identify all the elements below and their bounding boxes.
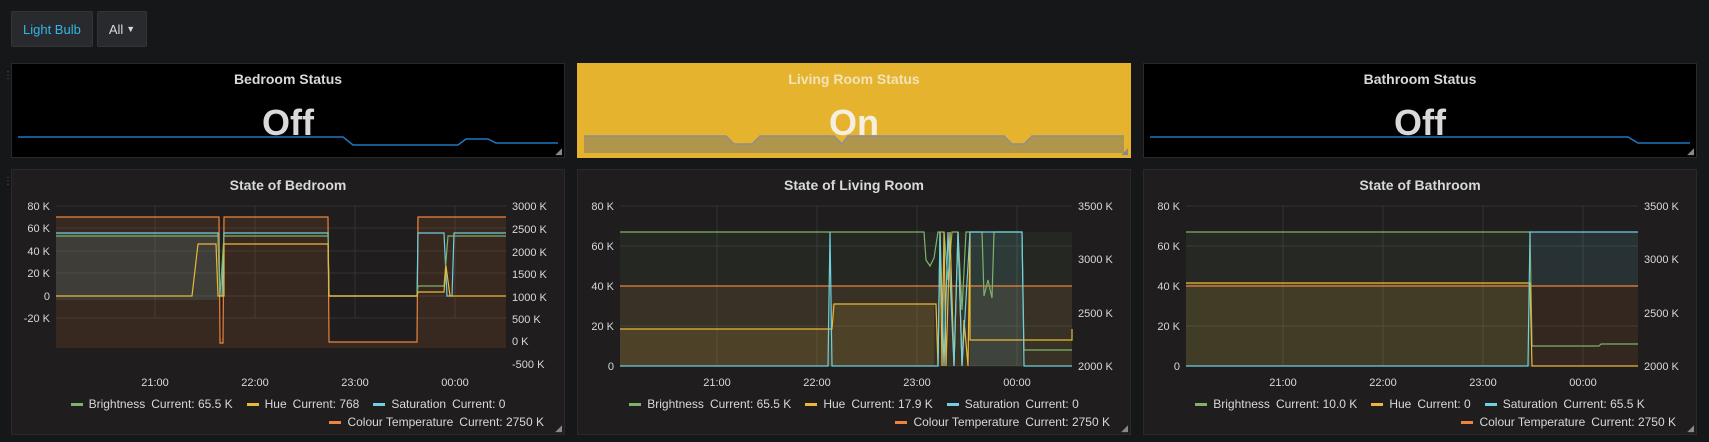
- legend-item-colour-temperature[interactable]: Colour Temperature Current: 2750 K: [1461, 413, 1676, 431]
- y-right-tick: 3500 K: [1078, 201, 1114, 213]
- stat-panel-bedroom[interactable]: ⋮ Bedroom Status Off ◢: [3, 63, 565, 158]
- y-right-tick: 1000 K: [512, 292, 548, 304]
- y-left-tick: 60 K: [591, 241, 614, 253]
- y-left-tick: 80 K: [1157, 201, 1180, 213]
- stat-panel-living-room[interactable]: Living Room Status On ◢: [577, 63, 1131, 158]
- grid-lines: [56, 205, 506, 319]
- sparkline: [1150, 136, 1690, 144]
- legend-item-saturation[interactable]: Saturation Current: 0: [373, 395, 505, 413]
- x-tick: 00:00: [1569, 377, 1597, 389]
- x-tick: 22:00: [1369, 377, 1397, 389]
- panel-title[interactable]: Bedroom Status: [233, 71, 343, 87]
- sparkline: [584, 135, 1124, 153]
- x-tick: 00:00: [441, 377, 469, 389]
- x-tick: 22:00: [241, 377, 269, 389]
- legend-item-brightness[interactable]: Brightness Current: 10.0 K: [1195, 395, 1357, 413]
- panel-title[interactable]: State of Bathroom: [1359, 177, 1481, 193]
- resize-handle-icon[interactable]: ◢: [1687, 423, 1694, 433]
- y-left-tick: 20 K: [27, 268, 50, 280]
- y-left-tick: 80 K: [27, 201, 50, 213]
- y-right-tick: 2000 K: [1078, 361, 1114, 373]
- x-tick: 23:00: [341, 377, 369, 389]
- x-tick: 21:00: [703, 377, 731, 389]
- panel-title[interactable]: State of Living Room: [784, 177, 924, 193]
- y-right-tick: 3000 K: [1644, 254, 1680, 266]
- y-left-tick: 60 K: [1157, 241, 1180, 253]
- legend-item-brightness[interactable]: Brightness Current: 65.5 K: [70, 395, 233, 413]
- legend-item-hue[interactable]: Hue Current: 0: [1371, 395, 1471, 413]
- graph-panel-living-room[interactable]: State of Living Room 80 K 60 K 40 K 20 K…: [577, 169, 1131, 435]
- y-left-tick: 20 K: [1157, 321, 1180, 333]
- y-right-tick: 2500 K: [1078, 308, 1114, 320]
- y-right-tick: 1500 K: [512, 269, 548, 281]
- x-tick: 23:00: [903, 377, 931, 389]
- drag-handle-icon[interactable]: ⋮: [3, 176, 13, 187]
- y-right-tick: 0 K: [512, 336, 529, 348]
- y-left-tick: 20 K: [591, 321, 614, 333]
- variable-bar: Light Bulb All ▼: [11, 11, 148, 47]
- y-right-tick: 2500 K: [512, 224, 548, 236]
- y-left-tick: -20 K: [24, 313, 51, 325]
- x-tick: 23:00: [1469, 377, 1497, 389]
- graph-plot[interactable]: 80 K 60 K 40 K 20 K 0 -20 K 3000 K 2500 …: [12, 170, 564, 395]
- y-right-tick: 3500 K: [1644, 201, 1680, 213]
- legend: Brightness Current: 65.5 K Hue Current: 76…: [12, 395, 564, 431]
- resize-handle-icon[interactable]: ◢: [1687, 146, 1694, 156]
- y-right-tick: 3000 K: [1078, 254, 1114, 266]
- resize-handle-icon[interactable]: ◢: [1121, 146, 1128, 156]
- y-right-tick: 3000 K: [512, 201, 548, 213]
- y-left-tick: 40 K: [27, 246, 50, 258]
- stat-value: Off: [262, 102, 314, 143]
- y-right-tick: 2000 K: [512, 247, 548, 259]
- y-left-tick: 40 K: [591, 281, 614, 293]
- y-left-tick: 40 K: [1157, 281, 1180, 293]
- legend-item-hue[interactable]: Hue Current: 768: [246, 395, 359, 413]
- stat-value: Off: [1394, 102, 1446, 143]
- graph-panel-bathroom[interactable]: State of Bathroom 80 K 60 K 40 K 20 K 0 …: [1143, 169, 1697, 435]
- legend: Brightness Current: 65.5 K Hue Current: 17…: [578, 395, 1130, 431]
- variable-value: All: [108, 21, 124, 37]
- sparkline: [18, 136, 558, 146]
- y-right-tick: 2000 K: [1644, 361, 1680, 373]
- variable-value-dropdown[interactable]: All ▼: [96, 11, 148, 47]
- panel-title[interactable]: Bathroom Status: [1363, 71, 1477, 87]
- graph-panel-bedroom[interactable]: ⋮ State of Bedroom 80 K 60 K 40 K 20 K 0…: [3, 169, 565, 435]
- y-left-tick: 0: [608, 361, 614, 373]
- resize-handle-icon[interactable]: ◢: [555, 423, 562, 433]
- y-right-tick: -500 K: [512, 359, 545, 371]
- graph-plot[interactable]: 80 K 60 K 40 K 20 K 0 3500 K 3000 K 2500…: [1144, 170, 1696, 395]
- x-tick: 21:00: [1269, 377, 1297, 389]
- panel-title[interactable]: Living Room Status: [788, 71, 920, 87]
- legend: Brightness Current: 10.0 K Hue Current: 0 …: [1144, 395, 1696, 431]
- y-right-tick: 2500 K: [1644, 308, 1680, 320]
- drag-handle-icon[interactable]: ⋮: [3, 70, 13, 81]
- y-right-tick: 500 K: [512, 314, 541, 326]
- y-left-tick: 0: [1174, 361, 1180, 373]
- resize-handle-icon[interactable]: ◢: [1121, 423, 1128, 433]
- legend-item-saturation[interactable]: Saturation Current: 0: [946, 395, 1079, 413]
- legend-item-brightness[interactable]: Brightness Current: 65.5 K: [629, 395, 791, 413]
- stat-panel-bathroom[interactable]: Bathroom Status Off ◢: [1143, 63, 1697, 158]
- y-left-tick: 0: [44, 291, 50, 303]
- graph-plot[interactable]: 80 K 60 K 40 K 20 K 0 3500 K 3000 K 2500…: [578, 170, 1130, 395]
- caret-down-icon: ▼: [126, 24, 136, 34]
- y-left-tick: 80 K: [591, 201, 614, 213]
- legend-item-saturation[interactable]: Saturation Current: 65.5 K: [1484, 395, 1645, 413]
- x-tick: 21:00: [141, 377, 169, 389]
- legend-item-colour-temperature[interactable]: Colour Temperature Current: 2750 K: [329, 413, 544, 431]
- legend-item-hue[interactable]: Hue Current: 17.9 K: [805, 395, 933, 413]
- x-tick: 22:00: [803, 377, 831, 389]
- variable-name-label[interactable]: Light Bulb: [11, 11, 93, 47]
- legend-item-colour-temperature[interactable]: Colour Temperature Current: 2750 K: [895, 413, 1110, 431]
- y-left-tick: 60 K: [27, 223, 50, 235]
- panel-title[interactable]: State of Bedroom: [229, 177, 347, 193]
- resize-handle-icon[interactable]: ◢: [555, 146, 562, 156]
- x-tick: 00:00: [1003, 377, 1031, 389]
